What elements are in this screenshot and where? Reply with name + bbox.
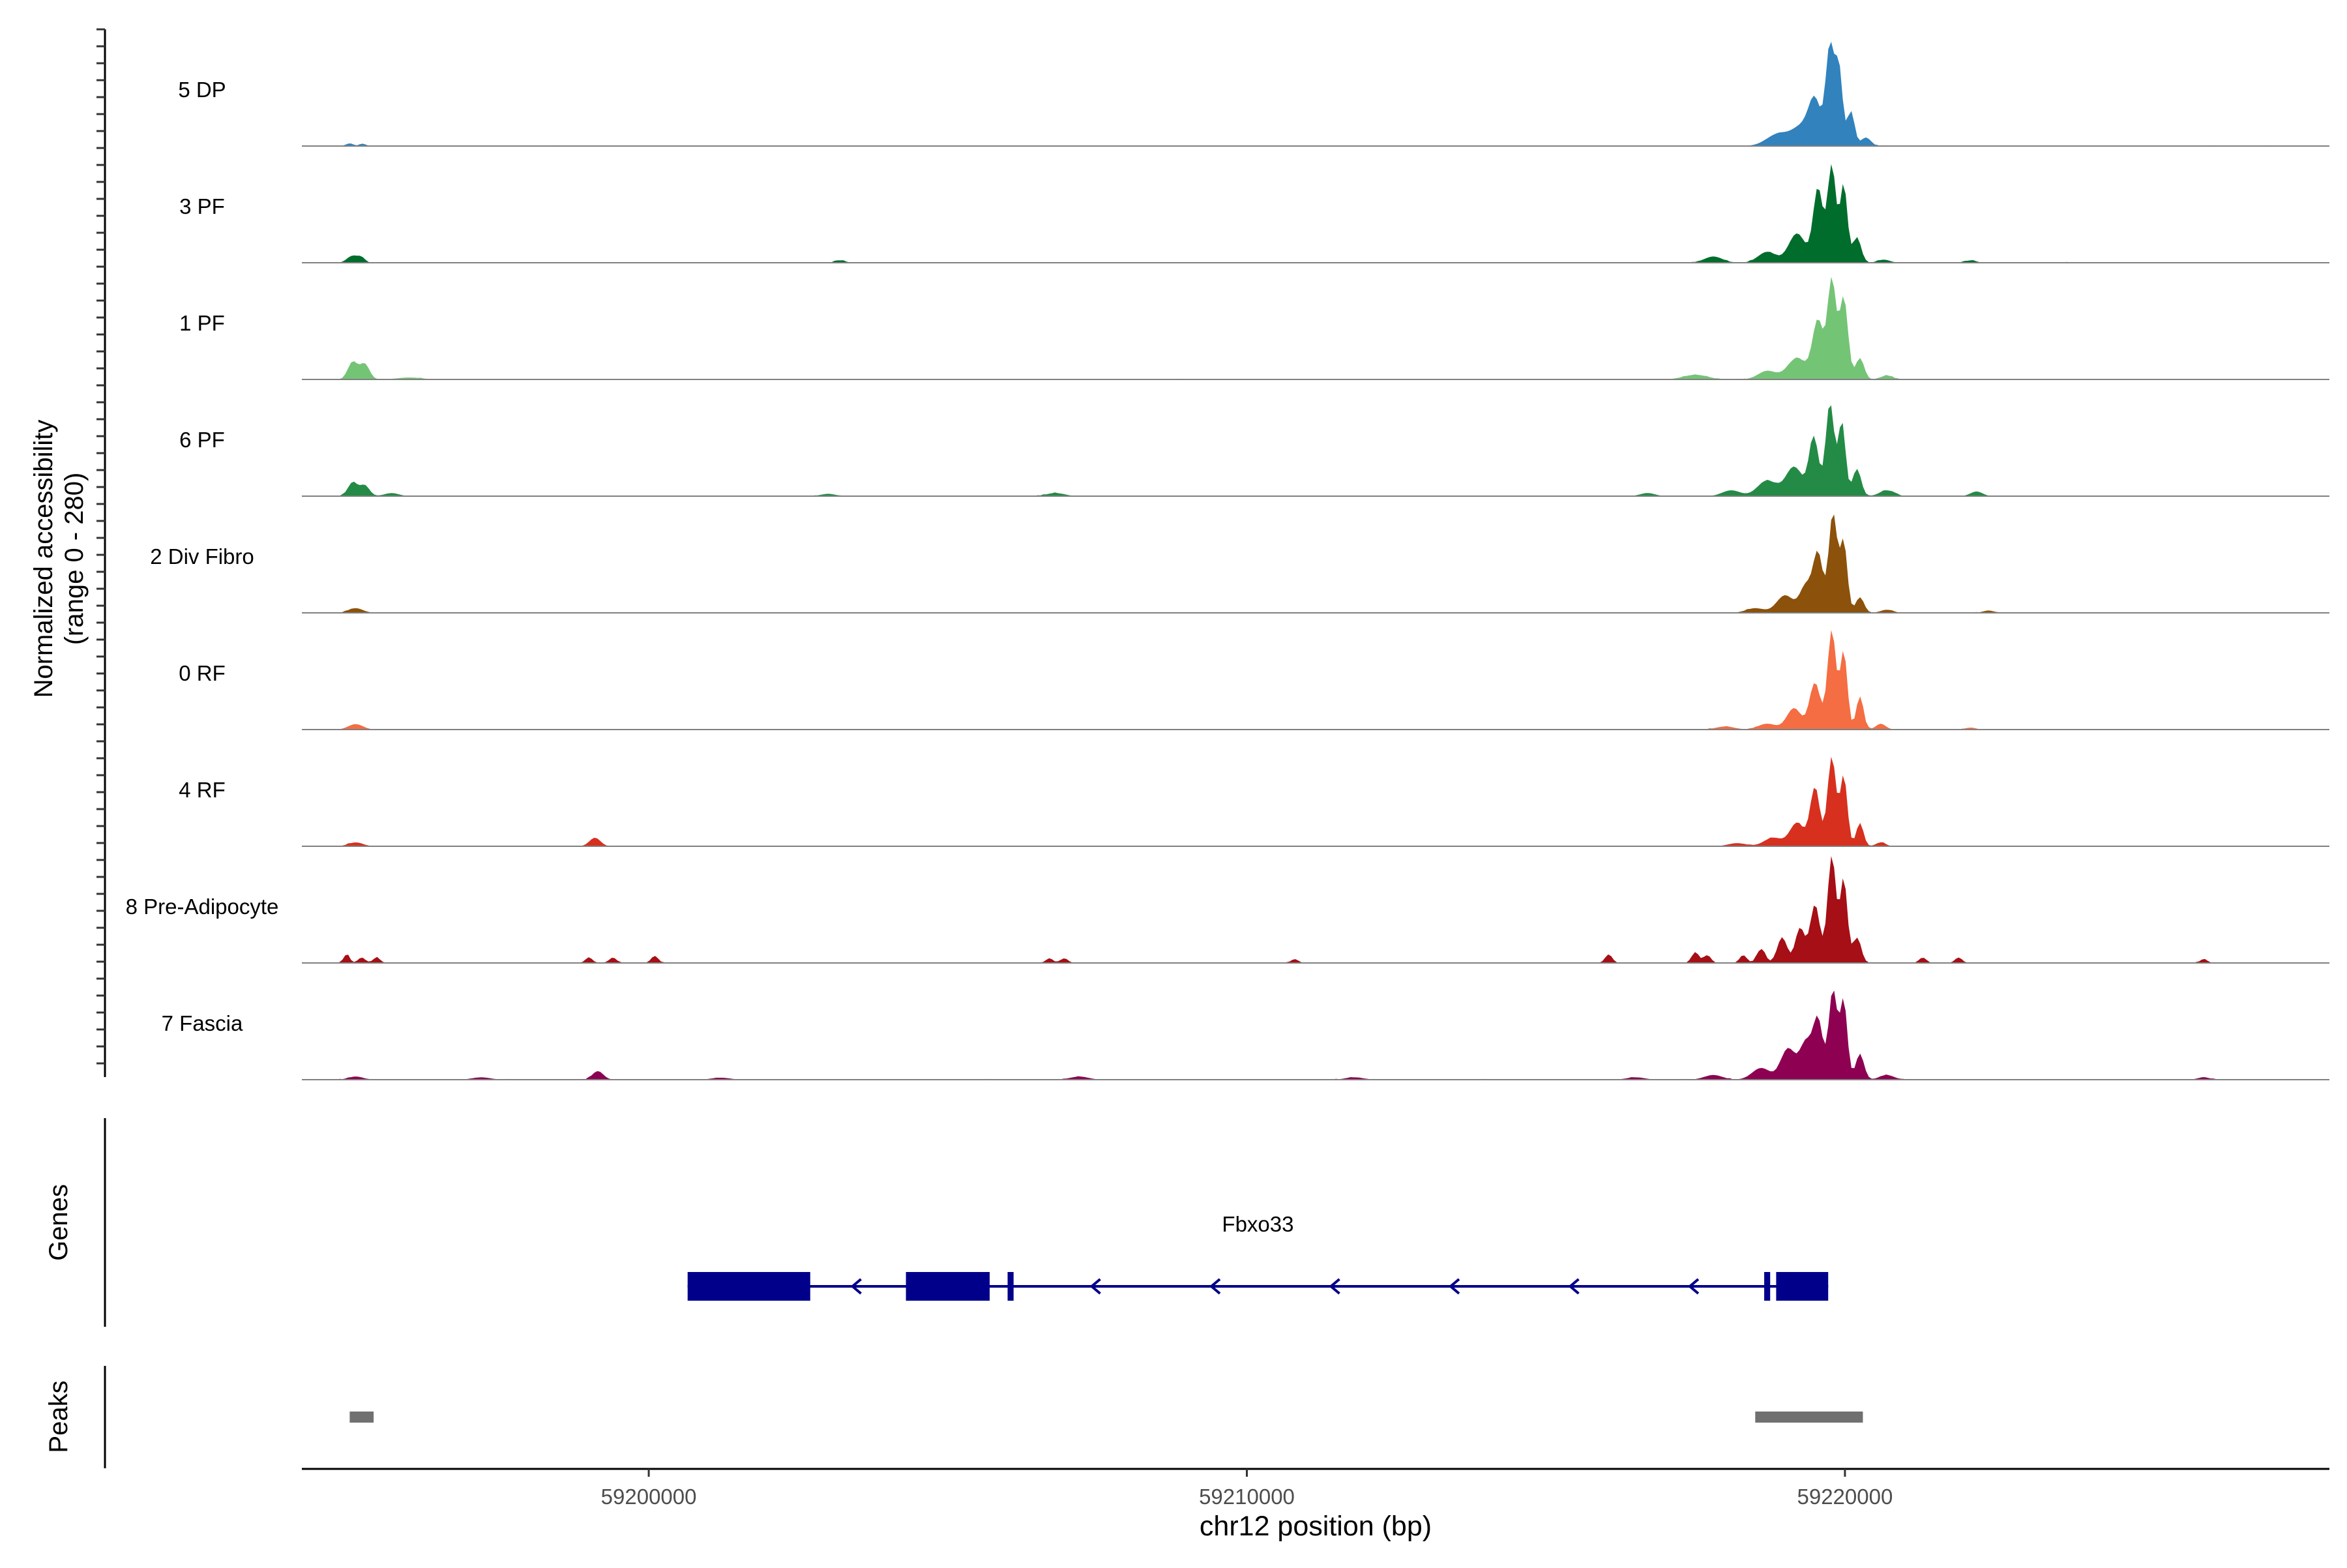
track-label: 8 Pre-Adipocyte xyxy=(126,895,279,919)
gene-exon xyxy=(906,1272,990,1301)
coverage-area xyxy=(302,42,2329,146)
track-label: 2 Div Fibro xyxy=(150,544,254,569)
gene-exon xyxy=(1007,1272,1014,1301)
peaks-track xyxy=(349,1412,1863,1423)
coverage-area xyxy=(302,630,2329,730)
coverage-area xyxy=(302,856,2329,963)
strand-arrow xyxy=(1089,1278,1101,1295)
coverage-y-ticks xyxy=(96,28,105,1065)
track-6-pf: 6 PF xyxy=(179,405,2329,497)
y-axis-label-line1: Normalized accessibility xyxy=(29,420,58,698)
peak-region xyxy=(1755,1412,1863,1423)
x-tick-label: 59210000 xyxy=(1199,1485,1295,1509)
y-axis-label-line2: (range 0 - 280) xyxy=(60,473,89,645)
track-8-pre-adipocyte: 8 Pre-Adipocyte xyxy=(126,856,2329,964)
strand-arrow xyxy=(1568,1278,1580,1295)
track-5-dp: 5 DP xyxy=(178,42,2329,147)
gene-exon xyxy=(687,1272,810,1301)
x-tick-label: 59220000 xyxy=(1797,1485,1893,1509)
coverage-area xyxy=(302,276,2329,379)
strand-arrow xyxy=(1687,1278,1700,1295)
coverage-area xyxy=(302,990,2329,1080)
genes-track-label: Genes xyxy=(44,1184,73,1261)
gene-name-label: Fbxo33 xyxy=(1222,1212,1293,1236)
track-label: 1 PF xyxy=(179,311,225,335)
strand-arrow xyxy=(1209,1278,1221,1295)
track-1-pf: 1 PF xyxy=(179,276,2329,380)
track-label: 4 RF xyxy=(179,778,226,802)
gene-track: Fbxo33 xyxy=(687,1212,1829,1301)
x-tick-label: 59200000 xyxy=(601,1485,697,1509)
track-0-rf: 0 RF xyxy=(179,630,2329,730)
strand-arrow xyxy=(1448,1278,1460,1295)
strand-arrow xyxy=(850,1278,862,1295)
track-label: 3 PF xyxy=(179,194,225,218)
gene-exon xyxy=(1764,1272,1771,1301)
coverage-area xyxy=(302,164,2329,263)
track-4-rf: 4 RF xyxy=(179,756,2329,847)
coverage-area xyxy=(302,405,2329,496)
track-2-div-fibro: 2 Div Fibro xyxy=(150,514,2329,614)
track-label: 7 Fascia xyxy=(162,1011,243,1035)
track-label: 6 PF xyxy=(179,428,225,452)
coverage-area xyxy=(302,756,2329,846)
gene-exon xyxy=(1776,1272,1829,1301)
x-axis-label: chr12 position (bp) xyxy=(1200,1511,1432,1542)
peaks-track-label: Peaks xyxy=(44,1380,73,1453)
track-label: 5 DP xyxy=(178,78,226,102)
track-3-pf: 3 PF xyxy=(179,164,2329,263)
strand-arrow xyxy=(1329,1278,1340,1295)
track-7-fascia: 7 Fascia xyxy=(162,990,2329,1080)
coverage-area xyxy=(302,514,2329,613)
peak-region xyxy=(349,1412,374,1423)
coverage-tracks: 5 DP 3 PF 1 PF 6 PF 2 Div Fibro 0 RF 4 RF 8 Pre… xyxy=(126,42,2329,1080)
track-label: 0 RF xyxy=(179,661,226,685)
x-axis-ticks: 59200000 59210000 59220000 xyxy=(601,1469,1893,1509)
